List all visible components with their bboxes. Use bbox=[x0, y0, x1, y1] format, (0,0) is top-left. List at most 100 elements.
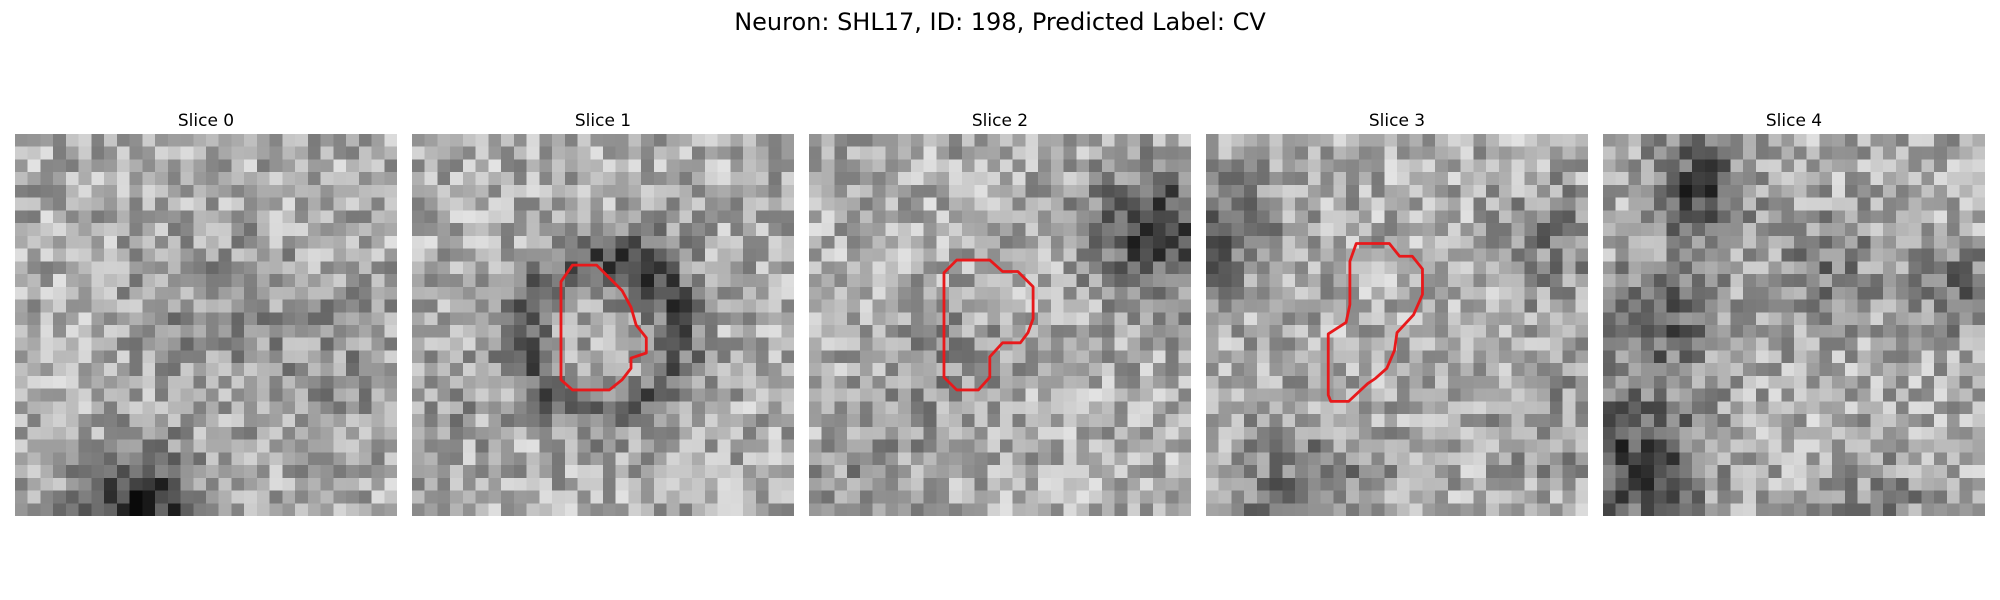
pixel bbox=[653, 312, 668, 326]
pixel bbox=[142, 210, 156, 224]
pixel bbox=[475, 490, 489, 504]
pixel bbox=[1537, 299, 1551, 313]
pixel bbox=[1692, 414, 1706, 428]
pixel bbox=[1460, 439, 1474, 453]
pixel bbox=[1346, 172, 1360, 186]
pixel bbox=[1921, 477, 1935, 491]
pixel bbox=[755, 439, 769, 453]
pixel bbox=[1206, 337, 1220, 351]
pixel bbox=[1256, 375, 1271, 390]
pixel bbox=[424, 134, 438, 148]
pixel bbox=[15, 197, 29, 211]
pixel bbox=[1511, 452, 1525, 466]
pixel bbox=[1206, 452, 1220, 466]
pixel bbox=[1781, 325, 1795, 339]
pixel bbox=[1114, 184, 1128, 199]
pixel bbox=[307, 439, 321, 453]
pixel bbox=[577, 439, 591, 453]
pixel bbox=[1653, 248, 1668, 262]
pixel bbox=[679, 223, 693, 237]
pixel bbox=[743, 197, 757, 211]
pixel bbox=[1730, 490, 1744, 504]
pixel bbox=[1806, 426, 1820, 440]
pixel bbox=[1063, 363, 1077, 377]
pixel bbox=[1641, 503, 1655, 516]
pixel bbox=[218, 286, 232, 300]
pixel bbox=[1794, 414, 1808, 428]
pixel bbox=[40, 261, 54, 275]
pixel bbox=[1346, 286, 1360, 300]
pixel bbox=[628, 477, 642, 491]
pixel bbox=[1409, 503, 1423, 516]
pixel bbox=[1959, 146, 1973, 160]
pixel bbox=[424, 401, 438, 415]
pixel bbox=[1946, 274, 1960, 288]
pixel bbox=[1524, 146, 1538, 160]
pixel bbox=[704, 490, 718, 504]
pixel bbox=[1615, 375, 1629, 390]
pixel bbox=[116, 159, 130, 173]
pixel bbox=[1755, 299, 1769, 313]
pixel bbox=[885, 172, 899, 186]
pixel bbox=[155, 223, 169, 237]
pixel bbox=[961, 197, 975, 211]
slice-panel-0: Slice 0 bbox=[15, 108, 397, 516]
pixel bbox=[1178, 363, 1191, 377]
pixel bbox=[755, 312, 769, 326]
pixel bbox=[949, 414, 963, 428]
pixel bbox=[193, 375, 207, 390]
pixel bbox=[526, 363, 540, 377]
pixel bbox=[1743, 337, 1757, 351]
pixel bbox=[1806, 134, 1820, 148]
pixel bbox=[1743, 363, 1757, 377]
pixel bbox=[755, 261, 769, 275]
pixel bbox=[910, 439, 924, 453]
pixel bbox=[1244, 337, 1258, 351]
pixel bbox=[1333, 184, 1347, 199]
pixel bbox=[104, 223, 118, 237]
pixel bbox=[641, 299, 655, 313]
pixel bbox=[40, 235, 54, 249]
pixel bbox=[898, 235, 912, 249]
pixel bbox=[155, 388, 169, 402]
pixel bbox=[53, 477, 67, 491]
pixel bbox=[1641, 465, 1655, 479]
pixel bbox=[1114, 363, 1128, 377]
pixel bbox=[1165, 146, 1179, 160]
pixel bbox=[231, 426, 245, 440]
pixel bbox=[1806, 490, 1820, 504]
pixel bbox=[193, 261, 207, 275]
pixel bbox=[358, 223, 372, 237]
pixel bbox=[437, 414, 451, 428]
pixel bbox=[437, 146, 451, 160]
pixel bbox=[755, 503, 769, 516]
pixel bbox=[180, 261, 194, 275]
pixel bbox=[898, 350, 912, 364]
pixel bbox=[1244, 286, 1258, 300]
pixel bbox=[15, 350, 29, 364]
pixel bbox=[116, 426, 130, 440]
pixel bbox=[730, 465, 744, 479]
pixel bbox=[1959, 261, 1973, 275]
pixel bbox=[730, 363, 744, 377]
pixel bbox=[1486, 172, 1500, 186]
pixel bbox=[1050, 299, 1065, 313]
pixel bbox=[1575, 477, 1588, 491]
pixel bbox=[1435, 490, 1449, 504]
pixel bbox=[488, 210, 502, 224]
pixel bbox=[53, 286, 67, 300]
pixel bbox=[859, 401, 874, 415]
pixel bbox=[809, 439, 823, 453]
pixel bbox=[424, 274, 438, 288]
pixel bbox=[1781, 490, 1795, 504]
pixel bbox=[717, 452, 731, 466]
pixel bbox=[1244, 184, 1258, 199]
pixel bbox=[577, 490, 591, 504]
pixel bbox=[1537, 465, 1551, 479]
pixel bbox=[615, 197, 629, 211]
pixel bbox=[307, 210, 321, 224]
pixel bbox=[475, 223, 489, 237]
pixel bbox=[1908, 248, 1922, 262]
pixel bbox=[371, 286, 385, 300]
pixel bbox=[577, 172, 591, 186]
